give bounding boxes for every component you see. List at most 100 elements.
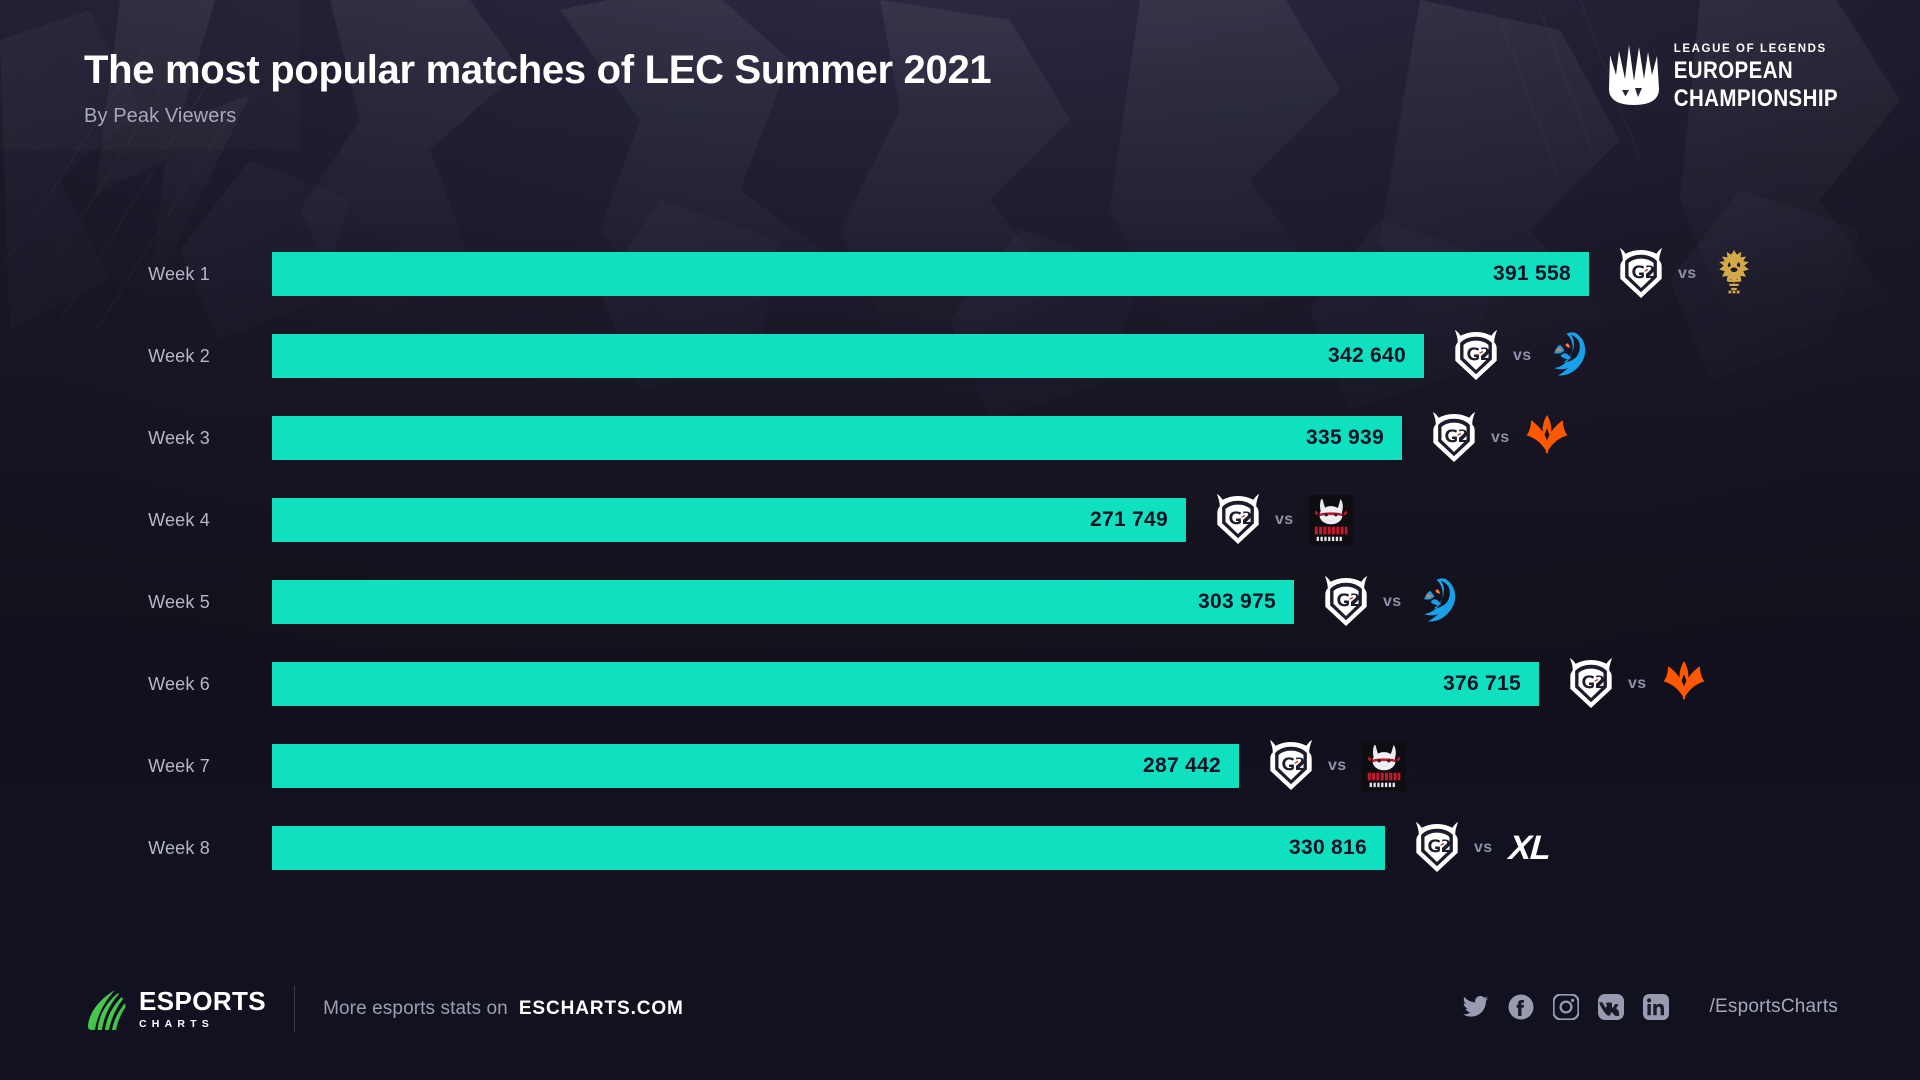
row-category-label: Week 5 [148,592,210,612]
matchup-group: vs [1450,327,1595,385]
bar[interactable]: 271 749 [272,498,1186,542]
team-logo-fnatic [1663,661,1704,700]
bar-value-label: 335 939 [1305,426,1384,449]
away-team-logo [1305,494,1357,546]
chart-row: Week 5 303 975 vs [0,576,1920,662]
bar-value-label: 303 975 [1197,590,1276,613]
row-category-label: Week 4 [148,510,210,530]
vs-separator: vs [1383,593,1402,610]
twitter-icon[interactable] [1462,994,1489,1020]
matchup-group: vs [1212,491,1357,549]
chart-row: Week 7 287 442 vs [0,740,1920,826]
row-category-label: Week 1 [148,264,210,284]
vs-separator: vs [1275,511,1294,528]
bar-value-label: 376 715 [1442,672,1521,695]
lec-logo-line1: LEAGUE OF LEGENDS [1673,43,1827,55]
footer-stats-text: More esports stats on ESCHARTS.COM [323,998,684,1020]
vs-separator: vs [1628,675,1647,692]
bar-value-label: 271 749 [1089,508,1168,531]
bar[interactable]: 287 442 [272,744,1239,788]
lec-league-logo: LEAGUE OF LEGENDS EUROPEAN CHAMPIONSHIP [1607,43,1838,111]
chart-row: Week 2 342 640 vs [0,330,1920,416]
team-logo-g2 [1432,412,1476,463]
lec-logo-wordmark: LEAGUE OF LEGENDS EUROPEAN CHAMPIONSHIP [1673,43,1838,111]
away-team-logo [1658,658,1710,710]
team-logo-misfits [1308,495,1353,545]
footer-divider [294,986,296,1032]
vs-separator: vs [1328,757,1347,774]
bar-chart: Week 1 391 558 vs Week 2 342 640 [0,248,1920,908]
team-logo-excel: XL [1508,828,1552,867]
bar[interactable]: 376 715 [272,662,1539,706]
vs-separator: vs [1678,265,1697,282]
team-logo-rogue [1553,332,1585,376]
team-logo-fnatic [1526,415,1567,454]
matchup-group: vs [1428,409,1573,467]
bar-value-label: 342 640 [1327,344,1406,367]
matchup-group: vs [1565,655,1710,713]
chart-row: Week 6 376 715 vs [0,658,1920,744]
instagram-icon[interactable] [1552,994,1579,1020]
team-logo-g2 [1216,494,1260,545]
esports-charts-wordmark: ESPORTS CHARTS [139,988,266,1030]
team-logo-g2 [1269,740,1313,791]
bar[interactable]: 335 939 [272,416,1402,460]
row-category-label: Week 2 [148,346,210,366]
team-logo-rogue [1423,578,1455,622]
esports-charts-mark-icon [87,990,126,1030]
matchup-group: vs [1615,245,1760,303]
matchup-group: vs XL [1411,819,1556,877]
page-title: The most popular matches of LEC Summer 2… [84,48,992,92]
social-handle: /EsportsCharts [1709,996,1838,1017]
page-subtitle: By Peak Viewers [84,105,237,127]
away-team-logo [1413,576,1465,628]
team-logo-misfits [1361,741,1406,791]
team-logo-g2 [1415,822,1459,873]
row-category-label: Week 6 [148,674,210,694]
away-team-logo [1358,740,1410,792]
away-team-logo [1708,248,1760,300]
home-team-logo [1265,740,1317,792]
home-team-logo [1615,248,1667,300]
row-category-label: Week 8 [148,838,210,858]
stats-prefix: More esports stats on [323,998,508,1019]
team-logo-g2 [1619,248,1663,299]
chart-row: Week 8 330 816 vs XL [0,822,1920,908]
team-logo-g2 [1324,576,1368,627]
home-team-logo [1565,658,1617,710]
home-team-logo [1411,822,1463,874]
linkedin-icon[interactable] [1642,994,1669,1020]
team-logo-g2 [1454,330,1498,381]
brand-line1: ESPORTS [139,986,267,1017]
footer-left-group: ESPORTS CHARTS More esports stats on ESC… [82,986,684,1032]
stats-domain[interactable]: ESCHARTS.COM [518,998,684,1019]
lec-crown-icon [1608,44,1659,105]
row-category-label: Week 3 [148,428,210,448]
matchup-group: vs [1265,737,1410,795]
bar-value-label: 391 558 [1492,262,1571,285]
chart-row: Week 4 271 749 vs [0,494,1920,580]
bar-value-label: 287 442 [1142,754,1221,777]
bar[interactable]: 330 816 [272,826,1385,870]
header: The most popular matches of LEC Summer 2… [84,48,992,128]
home-team-logo [1212,494,1264,546]
esports-charts-logo[interactable]: ESPORTS CHARTS [82,987,266,1031]
footer: ESPORTS CHARTS More esports stats on ESC… [0,958,1920,1080]
team-logo-mad-lions [1718,250,1749,294]
bar[interactable]: 342 640 [272,334,1424,378]
home-team-logo [1450,330,1502,382]
away-team-logo [1521,412,1573,464]
home-team-logo [1428,412,1480,464]
bar[interactable]: 303 975 [272,580,1294,624]
away-team-logo: XL [1504,822,1556,874]
chart-row: Week 1 391 558 vs [0,248,1920,334]
facebook-icon[interactable] [1508,994,1534,1020]
row-category-label: Week 7 [148,756,210,776]
away-team-logo [1543,330,1595,382]
vs-separator: vs [1474,839,1493,856]
bar[interactable]: 391 558 [272,252,1589,296]
vk-icon[interactable] [1597,994,1624,1020]
brand-line2: CHARTS [139,1018,214,1031]
team-logo-g2 [1569,658,1613,709]
